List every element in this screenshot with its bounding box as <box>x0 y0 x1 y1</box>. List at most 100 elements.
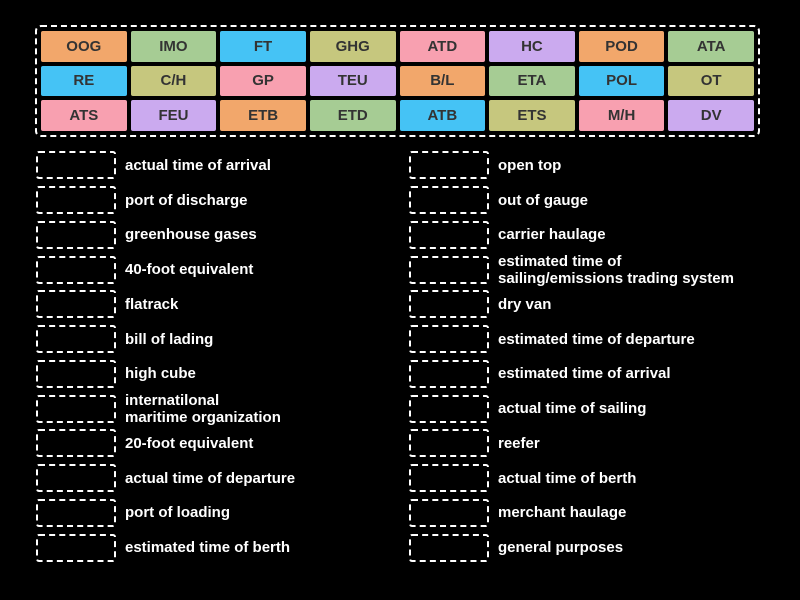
match-row: estimated time of sailing/emissions trad… <box>409 252 797 287</box>
drop-slot[interactable] <box>409 186 489 215</box>
match-row: greenhouse gases <box>36 218 402 253</box>
drop-slot[interactable] <box>409 151 489 180</box>
match-item-label: reefer <box>498 434 540 452</box>
match-row: bill of lading <box>36 322 402 357</box>
answer-tile-etb[interactable]: ETB <box>220 100 306 131</box>
answer-tile-bank: OOG IMO FT GHG ATD HC POD ATA RE C/H GP TEU B/L ETA PO… <box>35 25 760 137</box>
match-column-left: actual time of arrival port of discharge g… <box>36 148 402 565</box>
match-row: high cube <box>36 357 402 392</box>
match-item-label: carrier haulage <box>498 226 606 244</box>
match-item-label: out of gauge <box>498 191 588 209</box>
drop-slot[interactable] <box>36 429 116 458</box>
answer-tile-c-h[interactable]: C/H <box>130 65 217 97</box>
answer-tile-atd[interactable]: ATD <box>399 31 486 62</box>
match-row: flatrack <box>36 287 402 322</box>
match-item-label: actual time of departure <box>125 469 296 487</box>
match-item-label: actual time of arrival <box>125 156 271 174</box>
match-column-right: open top out of gauge carrier haulage estim… <box>409 148 797 565</box>
drop-slot[interactable] <box>36 151 116 180</box>
match-item-label: 40-foot equivalent <box>125 261 254 279</box>
match-item-label: merchant haulage <box>498 504 627 522</box>
match-item-label: port of discharge <box>125 191 248 209</box>
match-item-label: greenhouse gases <box>125 226 257 244</box>
drop-slot[interactable] <box>36 359 116 388</box>
match-item-label: high cube <box>125 365 196 383</box>
match-row: actual time of sailing <box>409 391 797 426</box>
match-row: carrier haulage <box>409 218 797 253</box>
answer-tile-re[interactable]: RE <box>41 65 127 97</box>
match-row: 40-foot equivalent <box>36 252 402 287</box>
match-row: port of discharge <box>36 183 402 218</box>
match-row: out of gauge <box>409 183 797 218</box>
drop-slot[interactable] <box>409 359 489 388</box>
answer-tile-ghg[interactable]: GHG <box>309 31 396 62</box>
match-item-label: dry van <box>498 295 552 313</box>
drop-slot[interactable] <box>36 394 116 423</box>
match-item-label: actual time of sailing <box>498 400 647 418</box>
match-item-label: 20-foot equivalent <box>125 434 254 452</box>
match-row: merchant haulage <box>409 496 797 531</box>
match-row: reefer <box>409 426 797 461</box>
drop-slot[interactable] <box>36 255 116 284</box>
answer-tile-ot[interactable]: OT <box>668 65 754 97</box>
answer-tile-pol[interactable]: POL <box>578 65 665 97</box>
match-item-label: flatrack <box>125 295 179 313</box>
answer-tile-dv[interactable]: DV <box>668 100 754 131</box>
answer-tile-m-h[interactable]: M/H <box>578 100 665 131</box>
drop-slot[interactable] <box>409 464 489 493</box>
match-row: internatilonal maritime organization <box>36 391 402 426</box>
drop-slot[interactable] <box>36 290 116 319</box>
drop-slot[interactable] <box>36 325 116 354</box>
answer-tile-ets[interactable]: ETS <box>489 100 575 131</box>
drop-slot[interactable] <box>409 325 489 354</box>
answer-tile-eta[interactable]: ETA <box>489 65 575 97</box>
match-row: 20-foot equivalent <box>36 426 402 461</box>
match-row: dry van <box>409 287 797 322</box>
match-item-label: estimated time of berth <box>125 539 291 557</box>
match-item-label: internatilonal maritime organization <box>125 391 281 426</box>
drop-slot[interactable] <box>409 220 489 249</box>
match-row: actual time of arrival <box>36 148 402 183</box>
drop-slot[interactable] <box>409 394 489 423</box>
answer-tile-gp[interactable]: GP <box>220 65 306 97</box>
drop-slot[interactable] <box>409 533 489 562</box>
drop-slot[interactable] <box>409 429 489 458</box>
drop-slot[interactable] <box>36 498 116 527</box>
match-item-label: estimated time of arrival <box>498 365 671 383</box>
match-row: estimated time of arrival <box>409 357 797 392</box>
answer-tile-ats[interactable]: ATS <box>41 100 127 131</box>
drop-slot[interactable] <box>36 220 116 249</box>
match-row: open top <box>409 148 797 183</box>
match-item-label: port of loading <box>125 504 230 522</box>
match-item-label: estimated time of sailing/emissions trad… <box>498 252 734 287</box>
match-item-label: bill of lading <box>125 330 214 348</box>
answer-tile-ft[interactable]: FT <box>220 31 306 62</box>
match-item-label: actual time of berth <box>498 469 637 487</box>
match-row: actual time of departure <box>36 461 402 496</box>
answer-tile-oog[interactable]: OOG <box>41 31 127 62</box>
match-item-label: estimated time of departure <box>498 330 695 348</box>
drop-slot[interactable] <box>409 255 489 284</box>
answer-tile-feu[interactable]: FEU <box>130 100 217 131</box>
match-row: estimated time of berth <box>36 530 402 565</box>
answer-tile-etd[interactable]: ETD <box>309 100 396 131</box>
answer-tile-ata[interactable]: ATA <box>668 31 754 62</box>
match-row: actual time of berth <box>409 461 797 496</box>
drop-slot[interactable] <box>409 498 489 527</box>
answer-tile-teu[interactable]: TEU <box>309 65 396 97</box>
match-row: estimated time of departure <box>409 322 797 357</box>
match-item-label: general purposes <box>498 539 624 557</box>
drop-slot[interactable] <box>409 290 489 319</box>
answer-tile-pod[interactable]: POD <box>578 31 665 62</box>
answer-tile-imo[interactable]: IMO <box>130 31 217 62</box>
drop-slot[interactable] <box>36 186 116 215</box>
drop-slot[interactable] <box>36 533 116 562</box>
drop-slot[interactable] <box>36 464 116 493</box>
answer-tile-hc[interactable]: HC <box>489 31 575 62</box>
match-item-label: open top <box>498 156 562 174</box>
answer-tile-b-l[interactable]: B/L <box>399 65 486 97</box>
match-row: general purposes <box>409 530 797 565</box>
match-row: port of loading <box>36 496 402 531</box>
answer-tile-atb[interactable]: ATB <box>399 100 486 131</box>
